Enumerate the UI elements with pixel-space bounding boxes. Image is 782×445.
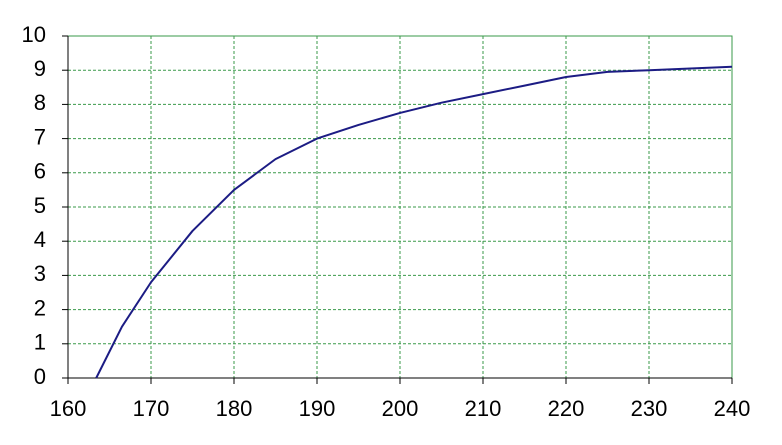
y-tick-label: 3 (34, 261, 46, 286)
x-tick-label: 240 (714, 396, 751, 421)
x-tick-label: 190 (299, 396, 336, 421)
y-tick-label: 8 (34, 90, 46, 115)
y-tick-label: 5 (34, 193, 46, 218)
x-tick-label: 180 (216, 396, 253, 421)
y-tick-label: 7 (34, 124, 46, 149)
y-tick-label: 0 (34, 364, 46, 389)
x-tick-label: 200 (382, 396, 419, 421)
y-tick-label: 10 (22, 22, 46, 47)
y-tick-label: 9 (34, 56, 46, 81)
x-tick-label: 220 (548, 396, 585, 421)
y-tick-label: 1 (34, 330, 46, 355)
x-tick-label: 170 (133, 396, 170, 421)
y-tick-label: 6 (34, 159, 46, 184)
y-tick-label: 2 (34, 295, 46, 320)
x-tick-label: 210 (465, 396, 502, 421)
x-tick-label: 230 (631, 396, 668, 421)
y-tick-label: 4 (34, 227, 46, 252)
x-tick-label: 160 (50, 396, 87, 421)
data-line (95, 65, 733, 379)
